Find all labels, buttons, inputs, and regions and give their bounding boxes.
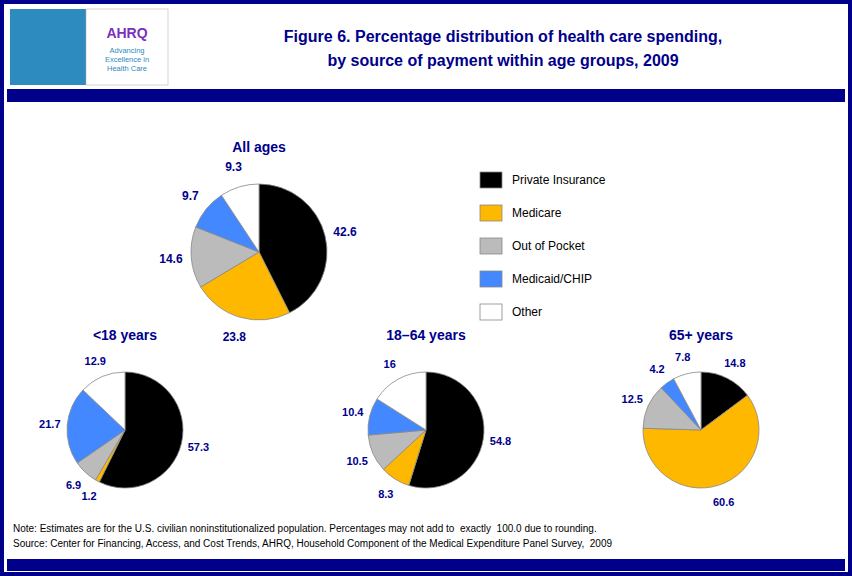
legend-swatch: [480, 172, 502, 188]
data-label: 8.3: [378, 488, 393, 500]
logo-title: AHRQ: [106, 25, 147, 41]
legend-label: Medicare: [512, 206, 562, 220]
logo-block: [10, 9, 86, 85]
data-label: 54.8: [490, 435, 511, 447]
pie: [67, 372, 183, 488]
pie-title: <18 years: [93, 327, 157, 343]
legend: Private Insurance Medicare Out of Pocket Me…: [480, 172, 606, 320]
data-label: 23.8: [223, 330, 247, 344]
footer-bar: [7, 559, 845, 571]
title: Figure 6. Percentage distribution of hea…: [284, 28, 722, 45]
data-label: 9.7: [182, 189, 199, 203]
data-label: 12.5: [622, 393, 643, 405]
logo-subtitle-line: Health Care: [107, 64, 147, 73]
header-bar: [7, 89, 845, 102]
data-label: 10.4: [342, 406, 364, 418]
legend-label: Out of Pocket: [512, 239, 585, 253]
pie-title: 65+ years: [669, 327, 733, 343]
data-label: 14.8: [724, 357, 745, 369]
data-label: 60.6: [713, 496, 734, 508]
logo-box: [86, 9, 168, 85]
chart: AHRQ AdvancingExcellence inHealth Care Fig…: [0, 0, 852, 576]
slice: [83, 372, 125, 430]
slice: [368, 430, 426, 469]
data-label: 10.5: [346, 455, 367, 467]
legend-swatch: [480, 304, 502, 320]
pie-title: 18–64 years: [386, 327, 466, 343]
slice: [221, 184, 259, 252]
data-label: 12.9: [85, 355, 106, 367]
legend-label: Other: [512, 305, 542, 319]
subtitle: by source of payment within age groups, …: [327, 52, 678, 69]
source: Source: Center for Financing, Access, an…: [13, 538, 612, 549]
slice: [377, 372, 426, 430]
pie: [643, 372, 759, 488]
pie-title: All ages: [232, 139, 286, 155]
legend-label: Private Insurance: [512, 173, 606, 187]
data-label: 6.9: [66, 479, 81, 491]
data-label: 7.8: [675, 351, 690, 363]
logo-subtitle-line: Excellence in: [105, 55, 149, 64]
legend-swatch: [480, 271, 502, 287]
logo-subtitle-line: Advancing: [109, 46, 144, 55]
border: [2, 2, 850, 574]
logo-subtitle: AdvancingExcellence inHealth Care: [105, 46, 149, 73]
pie: [368, 372, 484, 488]
data-label: 57.3: [188, 441, 209, 453]
legend-swatch: [480, 205, 502, 221]
data-label: 14.6: [159, 252, 183, 266]
data-label: 4.2: [649, 363, 664, 375]
legend-swatch: [480, 238, 502, 254]
slice: [674, 372, 701, 430]
data-label: 9.3: [225, 160, 242, 174]
data-label: 16: [384, 358, 396, 370]
legend-label: Medicaid/CHIP: [512, 272, 592, 286]
pie: [191, 184, 327, 320]
data-label: 1.2: [81, 490, 96, 502]
data-label: 42.6: [333, 225, 357, 239]
data-label: 21.7: [39, 418, 60, 430]
note: Note: Estimates are for the U.S. civilia…: [13, 523, 597, 534]
